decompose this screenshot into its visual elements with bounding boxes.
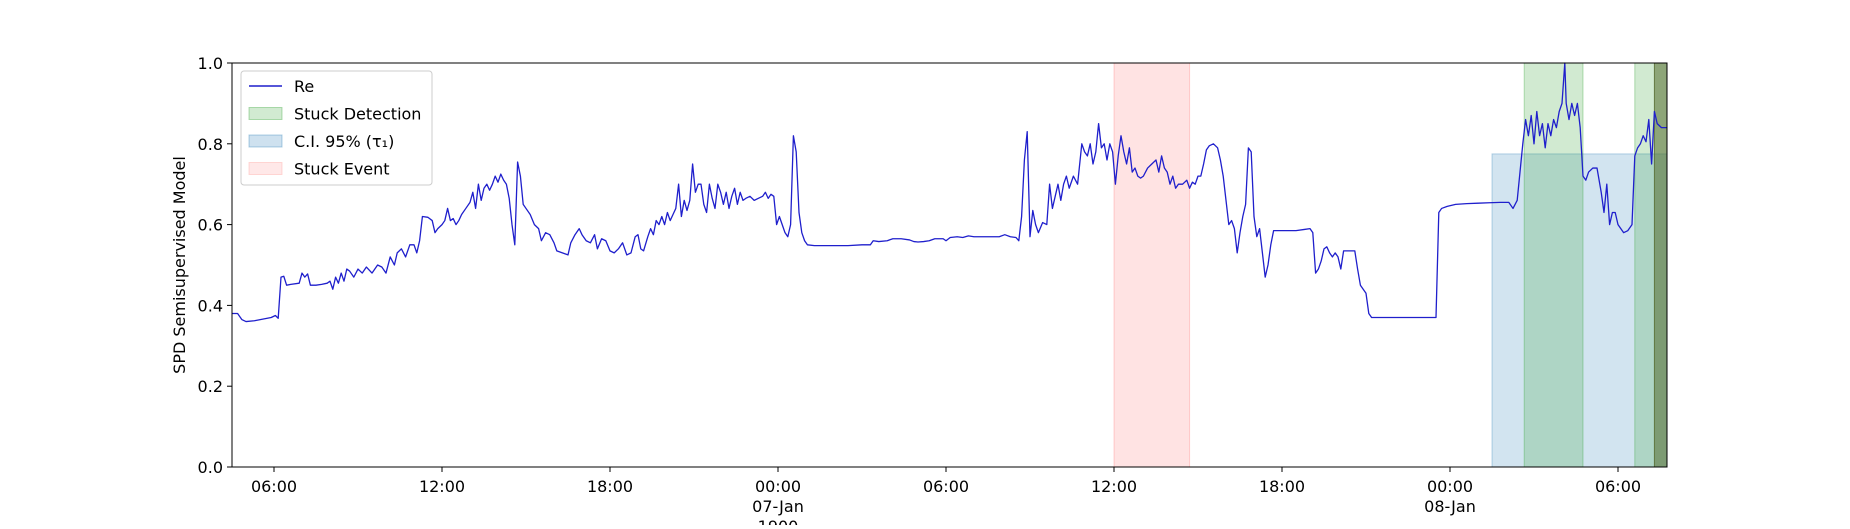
shaded-region-stuck-event-0 (1113, 62, 1191, 468)
series-layer (232, 62, 1667, 323)
shaded-regions (1113, 62, 1668, 468)
x-tick-sublabel: 07-Jan (752, 497, 804, 516)
x-tick-label: 06:00 (1595, 477, 1641, 496)
shaded-region-c-i-95-1 (1491, 153, 1668, 468)
legend-label: Re (294, 77, 314, 96)
legend-label: C.I. 95% (τ₁) (294, 132, 394, 151)
y-axis-label: SPD Semisupervised Model (170, 156, 189, 374)
y-tick-label: 0.6 (198, 216, 223, 235)
x-tick-label: 18:00 (1259, 477, 1305, 496)
y-tick-label: 1.0 (198, 54, 223, 73)
y-tick-label: 0.2 (198, 377, 223, 396)
x-tick-sublabel: 1900 (758, 517, 799, 525)
x-tick-label: 06:00 (251, 477, 297, 496)
y-tick-label: 0.8 (198, 135, 223, 154)
x-tick-label: 12:00 (419, 477, 465, 496)
axes: 0.0 0.2 0.4 0.6 0.8 1.0 SPD Semisupervised Mod… (170, 54, 1668, 529)
legend-handle-c-i-95 (248, 134, 283, 148)
series-line-re (232, 62, 1667, 323)
legend-label: Stuck Event (294, 160, 390, 179)
shaded-region-stuck-detection-2 (1523, 62, 1584, 468)
y-tick-label: 0.4 (198, 296, 223, 315)
x-tick-label: 06:00 (923, 477, 969, 496)
x-tick-sublabel: 08-Jan (1424, 497, 1476, 516)
shaded-region-stuck-detection-4 (1653, 62, 1668, 468)
x-tick-label: 12:00 (1091, 477, 1137, 496)
legend: Re Stuck Detection C.I. 95% (τ₁) Stuck Even… (240, 70, 433, 186)
legend-box (240, 70, 433, 186)
x-tick-label: 00:00 (1427, 477, 1473, 496)
plot-frame (231, 62, 1668, 468)
x-tick-label: 18:00 (587, 477, 633, 496)
legend-handle-stuck-event (248, 162, 283, 175)
legend-label: Stuck Detection (294, 105, 421, 124)
legend-handle-stuck-detection (248, 107, 283, 120)
x-tick-label: 00:00 (755, 477, 801, 496)
y-tick-label: 0.0 (198, 458, 223, 477)
